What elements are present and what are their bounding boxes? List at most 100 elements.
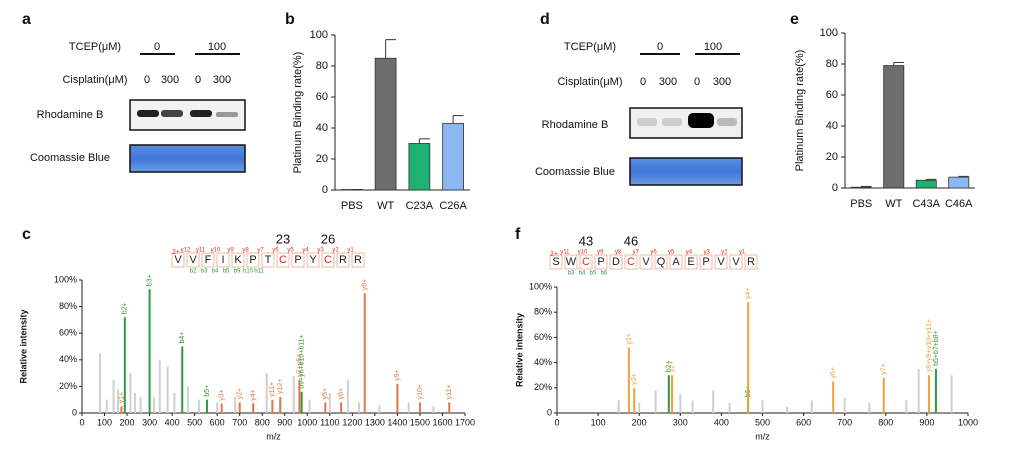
b-ion: b10 [243,269,254,275]
residue: K [234,254,242,266]
residue-box [549,254,563,270]
x-tick-label: C23A [406,200,434,212]
x-tick-label: C26A [439,200,467,212]
peak-label: b9+y6+b10+b11+ [299,334,306,388]
residue-box [609,254,623,270]
residue: C [582,256,590,268]
y-tick-label: 40% [534,357,552,367]
x-tick-label: 100 [97,417,112,427]
y-tick-label: 0 [547,407,552,417]
x-axis-label: m/z [266,431,281,441]
peak-label: y7+ [881,363,888,374]
residue-box [744,254,758,270]
residue-box [654,254,668,270]
y-tick-label: 40 [316,122,328,134]
y-tick-label: 80% [534,307,552,317]
x-tick-label: 600 [796,417,811,427]
lane-label: 0 [640,76,646,88]
group-label: 0 [154,41,160,53]
residue-box [276,252,290,268]
x-tick-label: 500 [755,417,770,427]
peak-label: y4+ [250,389,257,400]
peak-label: y10+ [417,384,424,399]
residue: V [174,254,182,266]
residue: C [279,254,287,266]
x-tick-label: 200 [120,417,135,427]
y-ion: y3 [317,248,324,254]
peak-label: y11+ [269,382,276,397]
site-number: 46 [624,233,638,248]
panel-label: c [22,226,31,243]
residue: V [717,256,725,268]
residue: R [354,254,362,266]
y-tick-label: 20% [59,381,77,391]
peak-label: y4+ [745,288,752,299]
gel-image [629,107,743,186]
peak-label: y8+y9+y10+y11+ [926,319,933,372]
residue: F [205,254,212,266]
x-tick-label: 400 [714,417,729,427]
residue-box [186,252,200,268]
residue: S [552,256,559,268]
residue: C [324,254,332,266]
y-ion: y5 [287,248,294,254]
peak-label: y1+ [118,392,125,403]
residue-box [201,252,215,268]
residue: C [627,256,635,268]
lane-label: 300 [213,74,231,86]
peak-label: y3+ [631,373,638,384]
residue-box [684,254,698,270]
x-tick-label: 700 [232,417,247,427]
peak-label: b2+ [666,360,673,372]
b-ion: b4 [212,269,219,275]
y-tick-label: 60% [534,332,552,342]
x-tick-label: 900 [919,417,934,427]
residue: D [612,256,620,268]
y-tick-label: 100% [529,281,552,291]
b-ion: b3 [568,271,575,277]
lane-label: 300 [161,74,179,86]
peak-label: y1+ [626,333,633,344]
y-ion: y7 [633,250,640,256]
residue: V [189,254,197,266]
residue-box [714,254,728,270]
y-ion: y1 [739,250,746,256]
lane-label: 300 [713,76,731,88]
x-tick-label: 1200 [342,417,362,427]
charge-label: 2+ [550,251,558,258]
condition-label: TCEP(μM) [564,41,616,53]
x-tick-label: WT [885,198,902,210]
x-tick-label: 500 [187,417,202,427]
residue: Y [309,254,317,266]
residue: P [294,254,301,266]
b-ion: b5 [590,271,597,277]
x-tick-label: 100 [591,417,606,427]
panel-label: a [22,11,31,28]
peak-label: b5+b7+b8+ [933,330,940,366]
peak-label: y12+ [277,379,284,394]
x-tick-label: 800 [255,417,270,427]
x-tick-label: 700 [837,417,852,427]
panel-label: b [285,11,295,28]
residue-box [321,252,335,268]
b-ion: b5 [223,269,230,275]
group-label: 100 [208,41,226,53]
y-tick-label: 100% [54,274,77,284]
residue-box [639,254,653,270]
residue: I [221,254,224,266]
residue-box [594,254,608,270]
peak-label: b3+ [146,274,153,286]
bar [408,143,431,191]
x-tick-label: 1000 [958,417,978,427]
bar [442,122,464,191]
residue: A [672,256,680,268]
residue-box [579,254,593,270]
b-ion: b3 [201,269,208,275]
b-ion: b6 [601,271,608,277]
y-ion: y5 [668,250,675,256]
residue-box [624,254,638,270]
peak-label: y2+ [669,361,676,372]
y-tick-label: 60 [826,89,838,101]
residue: P [249,254,256,266]
y-ion: y3 [704,250,711,256]
